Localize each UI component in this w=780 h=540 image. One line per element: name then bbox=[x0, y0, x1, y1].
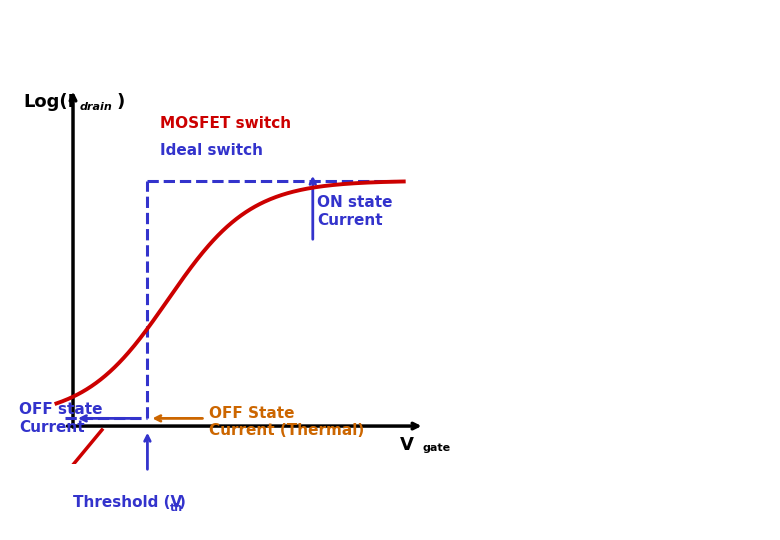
Text: 3.  Ioff (=stand-by power): 3. Ioff (=stand-by power) bbox=[460, 363, 723, 381]
Text: th: th bbox=[170, 503, 183, 513]
Text: V: V bbox=[399, 436, 413, 454]
Text: Threshold (V: Threshold (V bbox=[73, 495, 183, 510]
Text: Log(I: Log(I bbox=[23, 92, 75, 111]
Text: OFF state
Current: OFF state Current bbox=[20, 402, 103, 435]
Text: 10: 10 bbox=[729, 506, 757, 525]
Text: ): ) bbox=[116, 92, 125, 111]
Text: ON state
Current: ON state Current bbox=[317, 195, 392, 227]
Text: 1.  Threshold Voltage: 1. Threshold Voltage bbox=[460, 225, 676, 244]
Text: gate: gate bbox=[422, 443, 451, 453]
Text: ): ) bbox=[179, 495, 186, 510]
Text: Ideal switch: Ideal switch bbox=[160, 143, 263, 158]
Text: 3 main parameters: 3 main parameters bbox=[464, 119, 686, 139]
Text: 2.  Ion (=speed): 2. Ion (=speed) bbox=[460, 294, 622, 312]
Text: MOSFET switch: MOSFET switch bbox=[160, 116, 291, 131]
Text: OFF State
Current (Thermal): OFF State Current (Thermal) bbox=[210, 406, 365, 438]
Text: drain: drain bbox=[80, 102, 112, 112]
Text: Basic Physics of MOSFET: Basic Physics of MOSFET bbox=[177, 18, 603, 47]
